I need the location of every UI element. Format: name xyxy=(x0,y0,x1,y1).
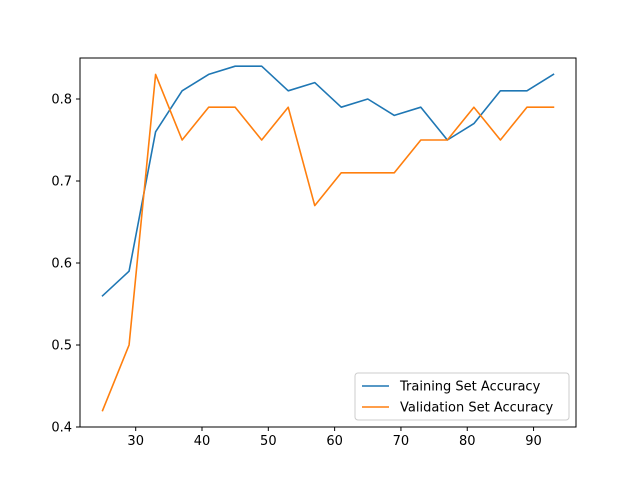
legend-label: Training Set Accuracy xyxy=(399,380,541,395)
series-line-training xyxy=(101,65,555,297)
x-tick-label: 90 xyxy=(525,434,542,449)
plot-area xyxy=(79,57,577,428)
y-tick-label: 0.4 xyxy=(51,421,72,436)
x-axis: 30 40 50 60 70 80 90 xyxy=(127,427,542,449)
series-layer xyxy=(101,65,555,412)
x-tick-label: 30 xyxy=(127,434,144,449)
y-tick-label: 0.6 xyxy=(51,257,72,272)
y-tick-label: 0.8 xyxy=(51,93,72,108)
y-axis: 0.4 0.5 0.6 0.7 0.8 xyxy=(51,93,80,436)
x-tick-label: 40 xyxy=(194,434,211,449)
legend-label: Validation Set Accuracy xyxy=(400,401,553,416)
x-tick-label: 70 xyxy=(393,434,410,449)
legend: Training Set Accuracy Validation Set Accu… xyxy=(354,372,570,421)
y-tick-label: 0.7 xyxy=(51,175,72,190)
legend-box xyxy=(354,372,570,421)
x-tick-label: 60 xyxy=(326,434,343,449)
y-tick-label: 0.5 xyxy=(51,339,72,354)
plot-frame xyxy=(79,57,577,428)
x-tick-label: 50 xyxy=(260,434,277,449)
x-tick-label: 80 xyxy=(459,434,476,449)
series-line-validation xyxy=(101,73,555,412)
